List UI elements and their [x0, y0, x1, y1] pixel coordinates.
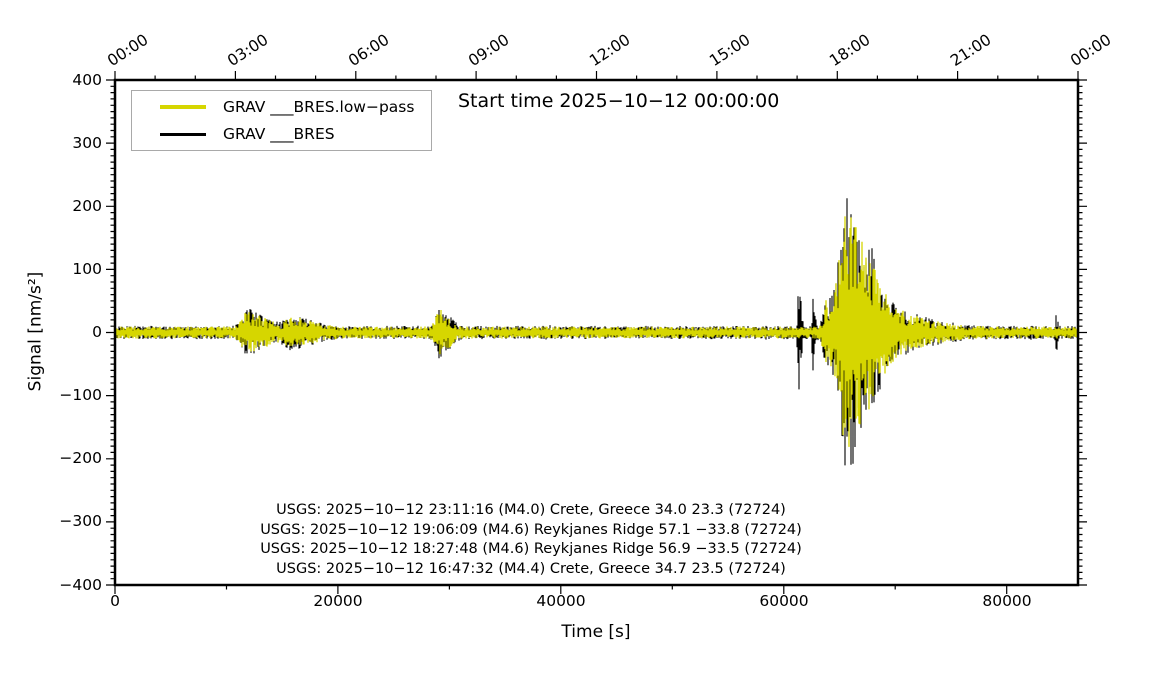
lowpass-line-swatch [160, 105, 206, 109]
left-axis-tick-label: 0 [92, 323, 102, 341]
usgs-annotation-line: USGS: 2025−10−12 16:47:32 (M4.4) Crete, … [276, 560, 786, 577]
usgs-annotation-line: USGS: 2025−10−12 19:06:09 (M4.6) Reykjan… [260, 521, 802, 538]
left-axis-tick-label: 200 [72, 197, 102, 215]
bottom-axis-tick-label: 80000 [982, 592, 1032, 610]
legend-entry-raw: GRAV ___BRES [132, 123, 431, 145]
legend-label: GRAV ___BRES.low−pass [223, 98, 415, 116]
left-axis-tick-label: −100 [59, 386, 102, 404]
left-axis-tick-label: −200 [59, 449, 102, 467]
legend: GRAV ___BRES.low−pass GRAV ___BRES [131, 90, 432, 151]
bottom-axis-tick-label: 20000 [313, 592, 363, 610]
left-axis-tick-label: 300 [72, 134, 102, 152]
bottom-axis-tick-label: 40000 [536, 592, 586, 610]
usgs-annotation-line: USGS: 2025−10−12 23:11:16 (M4.0) Crete, … [276, 502, 786, 518]
bottom-axis-tick-label: 0 [110, 592, 120, 610]
left-axis-tick-label: 100 [72, 260, 102, 278]
x-axis-title: Time [s] [561, 622, 631, 642]
axis-ticks [106, 71, 1087, 594]
left-axis-tick-label: −300 [59, 512, 102, 530]
usgs-annotations: USGS: 2025−10−12 23:11:16 (M4.0) Crete, … [156, 501, 906, 579]
legend-label: GRAV ___BRES [223, 125, 335, 143]
bottom-axis-tick-label: 60000 [759, 592, 809, 610]
plot-frame [113, 78, 1080, 587]
left-axis-tick-label: 400 [72, 71, 102, 89]
raw-line-swatch [160, 132, 206, 136]
chart-title: Start time 2025−10−12 00:00:00 [458, 90, 780, 112]
left-axis-tick-label: −400 [59, 576, 102, 594]
y-axis-title: Signal [nm/s²] [25, 271, 46, 392]
lowpass-trace [114, 216, 1079, 447]
legend-entry-lowpass: GRAV ___BRES.low−pass [132, 96, 431, 118]
usgs-annotation-line: USGS: 2025−10−12 18:27:48 (M4.6) Reykjan… [260, 541, 802, 557]
